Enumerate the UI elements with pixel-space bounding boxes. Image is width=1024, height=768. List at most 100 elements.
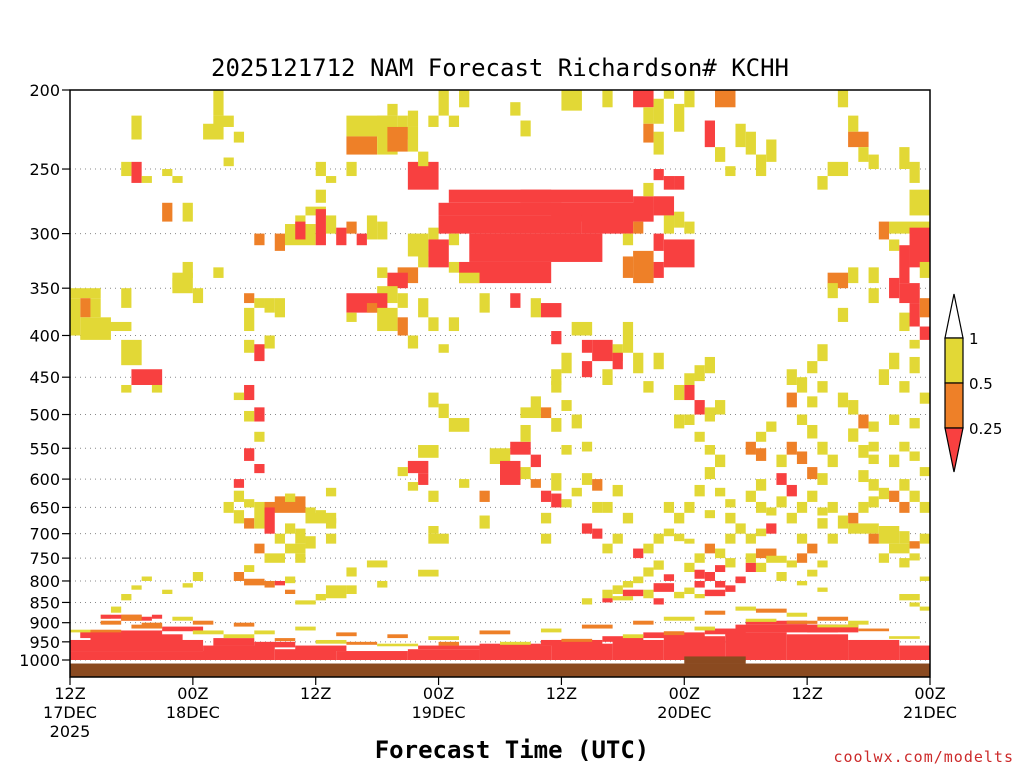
- heatmap-cell: [899, 381, 910, 393]
- heatmap-cell: [540, 639, 603, 646]
- heatmap-cell: [530, 396, 541, 411]
- heatmap-cell: [725, 166, 736, 177]
- heatmap-cell: [919, 392, 930, 404]
- heatmap-cell: [684, 384, 695, 401]
- heatmap-cell: [141, 576, 152, 581]
- heatmap-cell: [674, 103, 685, 132]
- heatmap-cell: [817, 518, 828, 529]
- heatmap-cell: [653, 352, 664, 370]
- heatmap-cell: [70, 298, 81, 336]
- heatmap-cell: [653, 169, 664, 181]
- heatmap-cell: [766, 421, 777, 432]
- heatmap-cell: [684, 501, 695, 513]
- heatmap-cell: [837, 90, 849, 108]
- heatmap-cell: [459, 479, 470, 488]
- heatmap-cell: [715, 487, 726, 497]
- heatmap-cell: [336, 227, 347, 246]
- heatmap-cell: [346, 136, 378, 155]
- heatmap-cell: [878, 553, 890, 563]
- heatmap-cell: [612, 352, 623, 370]
- x-tick-label: 21DEC: [903, 703, 957, 722]
- heatmap-cell: [192, 288, 204, 304]
- heatmap-cell: [520, 120, 531, 137]
- heatmap-cell: [858, 628, 890, 632]
- heatmap-cell: [878, 221, 890, 240]
- heatmap-cell: [254, 431, 265, 442]
- heatmap-cell: [858, 147, 869, 162]
- heatmap-cell: [428, 239, 449, 268]
- heatmap-cell: [827, 501, 838, 513]
- heatmap-cell: [70, 629, 91, 633]
- heatmap-cell: [684, 587, 695, 595]
- heatmap-cell: [715, 565, 726, 573]
- heatmap-cell: [694, 431, 705, 442]
- heatmap-cell: [858, 414, 869, 429]
- heatmap-cell: [725, 499, 736, 508]
- heatmap-cell: [909, 303, 920, 327]
- heatmap-cell: [520, 407, 541, 419]
- heatmap-cell: [121, 614, 142, 621]
- heatmap-cell: [848, 639, 900, 660]
- heatmap-cell: [889, 490, 900, 502]
- heatmap-cell: [295, 626, 316, 631]
- heatmap-cell: [817, 344, 828, 362]
- heatmap-cell: [755, 608, 787, 613]
- heatmap-cell: [766, 555, 787, 563]
- heatmap-cell: [295, 600, 316, 605]
- heatmap-cell: [346, 312, 357, 322]
- heatmap-cell: [418, 473, 429, 485]
- heatmap-cell: [510, 293, 521, 308]
- heatmap-cell: [418, 569, 439, 577]
- heatmap-cell: [796, 501, 808, 513]
- heatmap-cell: [745, 620, 808, 625]
- heatmap-cell: [244, 293, 255, 304]
- heatmap-cell: [254, 630, 275, 635]
- credit-link[interactable]: coolwx.com/modelts: [833, 748, 1014, 766]
- heatmap-cell: [131, 624, 163, 629]
- heatmap-cell: [715, 580, 726, 588]
- heatmap-cell: [295, 645, 347, 652]
- y-tick-label: 650: [29, 498, 60, 517]
- heatmap-cell: [418, 250, 429, 268]
- heatmap-cell: [254, 233, 265, 246]
- heatmap-cell: [899, 147, 910, 170]
- heatmap-cell: [551, 331, 562, 345]
- heatmap-cell: [919, 533, 930, 544]
- heatmap-cell: [325, 176, 337, 183]
- heatmap-cell: [909, 418, 920, 429]
- heatmap-cell: [704, 120, 715, 148]
- heatmap-cell: [561, 352, 572, 374]
- heatmap-cell: [315, 639, 347, 644]
- heatmap-cell: [244, 565, 255, 573]
- heatmap-cell: [602, 598, 613, 603]
- heatmap-cell: [745, 131, 756, 155]
- heatmap-cell: [151, 384, 163, 393]
- heatmap-cell: [121, 339, 142, 366]
- heatmap-cell: [663, 636, 726, 660]
- legend-label-1: 1: [969, 330, 979, 348]
- x-tick-label: 12Z: [791, 684, 822, 703]
- heatmap-cell: [817, 587, 828, 592]
- y-tick-label: 600: [29, 470, 60, 489]
- heatmap-cell: [633, 352, 644, 374]
- heatmap-cell: [786, 620, 818, 624]
- heatmap-cell: [796, 553, 808, 563]
- heatmap-cell: [459, 90, 470, 108]
- heatmap-cell: [899, 312, 910, 332]
- heatmap-cell: [254, 344, 265, 362]
- heatmap-cell: [407, 482, 419, 491]
- x-tick-label: 00Z: [914, 684, 945, 703]
- x-tick-label: 17DEC: [43, 703, 97, 722]
- heatmap-cell: [182, 261, 193, 278]
- heatmap-cell: [510, 441, 531, 455]
- heatmap-cell: [674, 512, 685, 524]
- heatmap-cell: [254, 641, 296, 648]
- heatmap-cell: [745, 441, 756, 455]
- heatmap-cell: [162, 169, 173, 177]
- heatmap-cell: [878, 526, 900, 544]
- heatmap-cell: [551, 369, 562, 385]
- heatmap-cell: [254, 464, 265, 474]
- heatmap-cell: [663, 239, 695, 268]
- x-tick-label: 2025: [50, 722, 91, 741]
